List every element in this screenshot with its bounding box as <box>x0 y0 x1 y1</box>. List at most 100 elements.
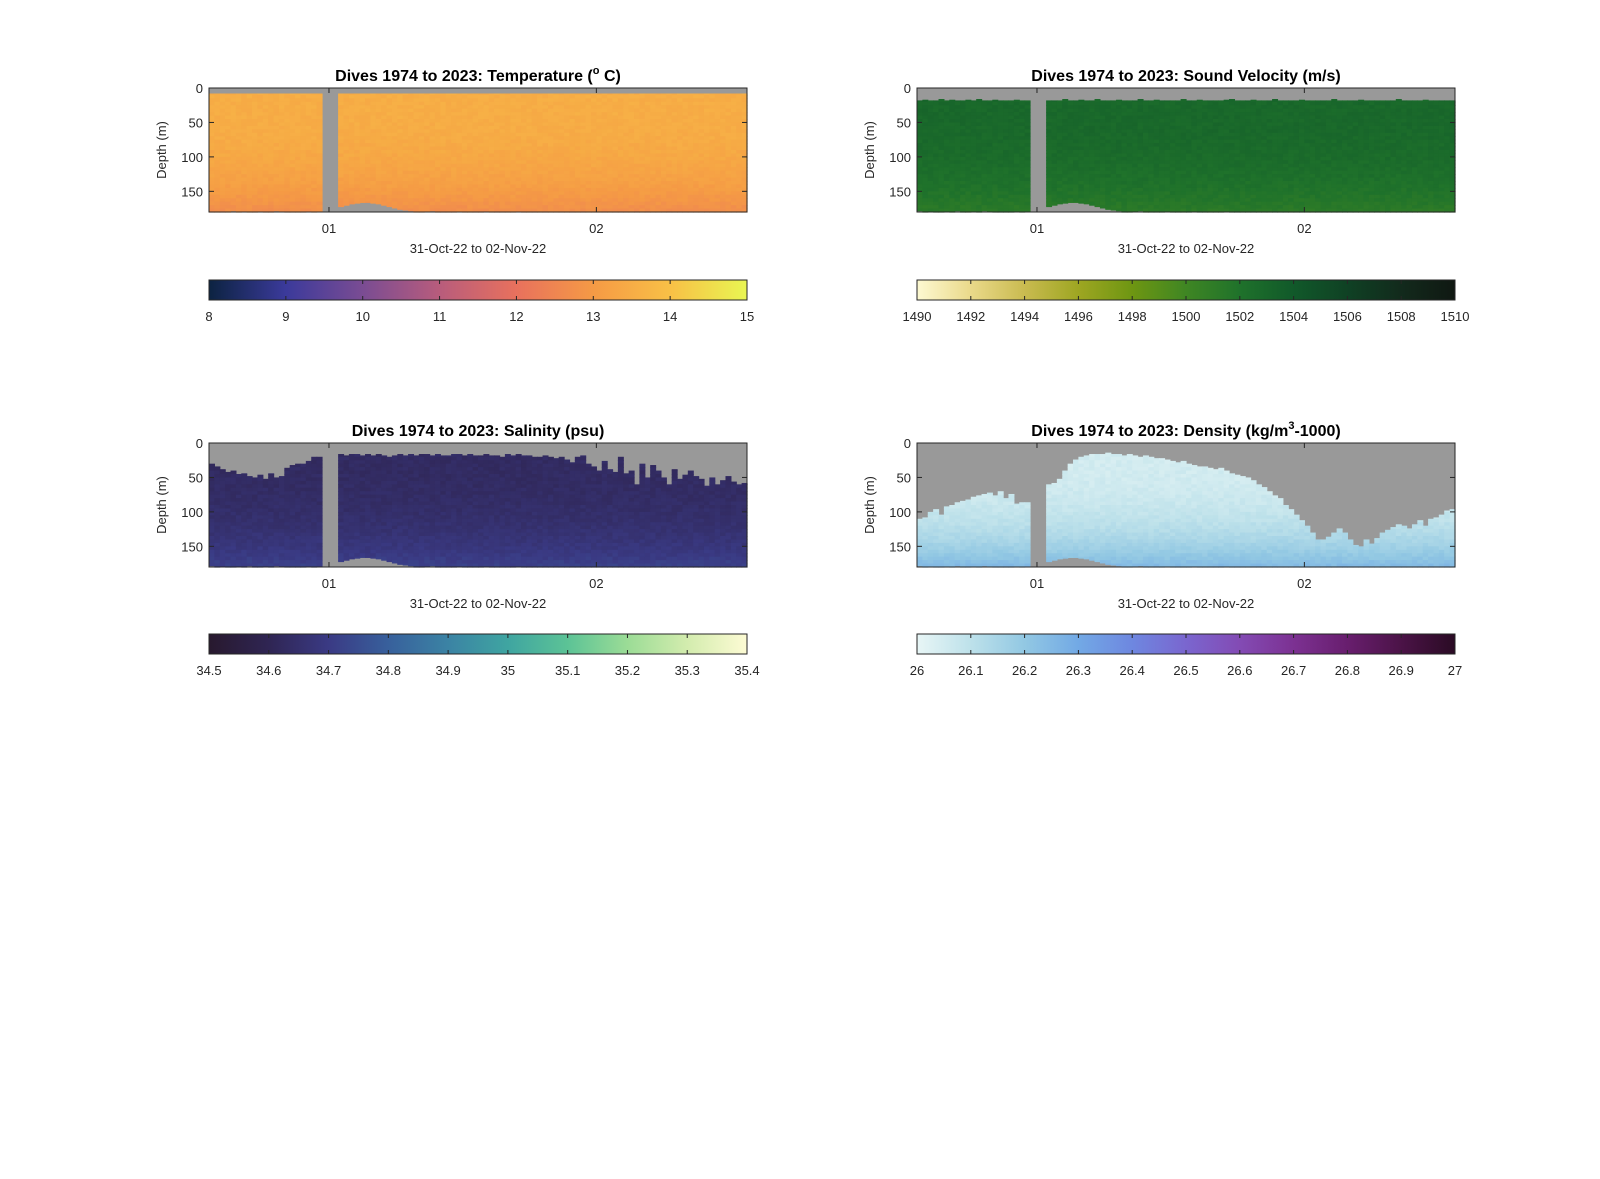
heatmap-cell <box>262 122 269 127</box>
heatmap-cell <box>214 112 221 117</box>
heatmap-cell <box>938 125 945 130</box>
heatmap-cell <box>666 125 673 130</box>
heatmap-cell <box>547 194 554 199</box>
heatmap-cell <box>483 150 490 155</box>
heatmap-cell <box>960 187 967 192</box>
heatmap-cell <box>547 93 554 96</box>
heatmap-cell <box>1019 136 1026 141</box>
heatmap-cell <box>976 101 983 106</box>
heatmap-cell <box>623 153 630 158</box>
heatmap-cell <box>1132 112 1139 117</box>
heatmap-cell <box>590 94 597 99</box>
heatmap-cell <box>1180 170 1187 175</box>
heatmap-cell <box>954 205 961 210</box>
heatmap-cell <box>370 187 377 192</box>
heatmap-cell <box>644 146 651 151</box>
heatmap-cell <box>580 139 587 144</box>
heatmap-cell <box>569 156 576 161</box>
heatmap-cell <box>542 184 549 189</box>
heatmap-cell <box>397 160 404 165</box>
heatmap-cell <box>354 201 361 204</box>
heatmap-cell <box>252 136 259 141</box>
heatmap-cell <box>949 194 956 199</box>
heatmap-cell <box>949 129 956 134</box>
heatmap-cell <box>1142 132 1149 137</box>
heatmap-cell <box>494 146 501 151</box>
heatmap-cell <box>284 170 291 175</box>
heatmap-cell <box>1083 167 1090 172</box>
heatmap-cell <box>601 129 608 134</box>
heatmap-cell <box>1094 205 1101 208</box>
heatmap-cell <box>703 156 710 161</box>
heatmap-cell <box>1056 194 1063 199</box>
colorbar-tick-label: 11 <box>433 309 447 324</box>
heatmap-cell <box>960 150 967 155</box>
heatmap-cell <box>311 184 318 189</box>
heatmap-cell <box>720 115 727 120</box>
heatmap-cell <box>397 191 404 196</box>
heatmap-cell <box>284 184 291 189</box>
heatmap-cell <box>467 101 474 106</box>
heatmap-cell <box>472 198 479 203</box>
heatmap-cell <box>687 119 694 124</box>
heatmap-cell <box>397 170 404 175</box>
heatmap-cell <box>1137 115 1144 120</box>
heatmap-cell <box>504 94 511 99</box>
heatmap-cell <box>1073 139 1079 144</box>
heatmap-cell <box>241 93 248 96</box>
heatmap-cell <box>284 143 291 148</box>
heatmap-cell <box>1089 105 1096 110</box>
heatmap-cell <box>617 112 624 117</box>
heatmap-cell <box>1110 105 1117 110</box>
heatmap-cell <box>510 187 517 192</box>
heatmap-cell <box>1169 187 1176 192</box>
heatmap-cell <box>671 205 678 210</box>
heatmap-cell <box>472 132 479 137</box>
heatmap-cell <box>1024 163 1031 168</box>
heatmap-cell <box>305 143 312 148</box>
heatmap-cell <box>693 163 700 168</box>
heatmap-cell <box>246 163 253 168</box>
heatmap-cell <box>386 187 393 192</box>
heatmap-cell <box>1094 119 1101 124</box>
heatmap-cell <box>461 108 468 113</box>
heatmap-cell <box>997 156 1004 161</box>
heatmap-cell <box>408 112 415 117</box>
heatmap-cell <box>370 93 377 96</box>
heatmap-cell <box>268 170 275 175</box>
heatmap-cell <box>655 167 662 172</box>
heatmap-cell <box>1137 139 1144 144</box>
heatmap-cell <box>225 201 232 206</box>
heatmap-cell <box>424 119 431 124</box>
heatmap-cell <box>1046 181 1053 186</box>
heatmap-cell <box>246 194 253 199</box>
heatmap-cell <box>965 177 972 182</box>
heatmap-cell <box>1094 143 1101 148</box>
heatmap-cell <box>284 205 291 210</box>
heatmap-cell <box>1078 153 1085 158</box>
heatmap-cell <box>386 139 393 144</box>
heatmap-cell <box>933 139 940 144</box>
heatmap-cell <box>1089 153 1096 158</box>
heatmap-cell <box>574 174 581 179</box>
heatmap-cell <box>1013 181 1020 186</box>
heatmap-cell <box>1186 177 1192 182</box>
heatmap-cell <box>960 153 967 158</box>
heatmap-cell <box>671 177 678 182</box>
heatmap-cell <box>1180 181 1187 186</box>
heatmap-cell <box>397 187 404 192</box>
heatmap-cell <box>1132 136 1139 141</box>
heatmap-cell <box>504 143 511 148</box>
heatmap-cell <box>499 98 506 103</box>
heatmap-cell <box>268 194 275 199</box>
heatmap-cell <box>241 187 248 192</box>
heatmap-cell <box>278 163 285 168</box>
heatmap-cell <box>677 98 684 103</box>
heatmap-cell <box>359 136 366 141</box>
heatmap-cell <box>917 136 923 141</box>
heatmap-cell <box>1046 163 1053 168</box>
heatmap-cell <box>391 98 398 103</box>
heatmap-cell <box>547 115 554 120</box>
heatmap-cell <box>225 187 232 192</box>
heatmap-cell <box>402 153 409 158</box>
